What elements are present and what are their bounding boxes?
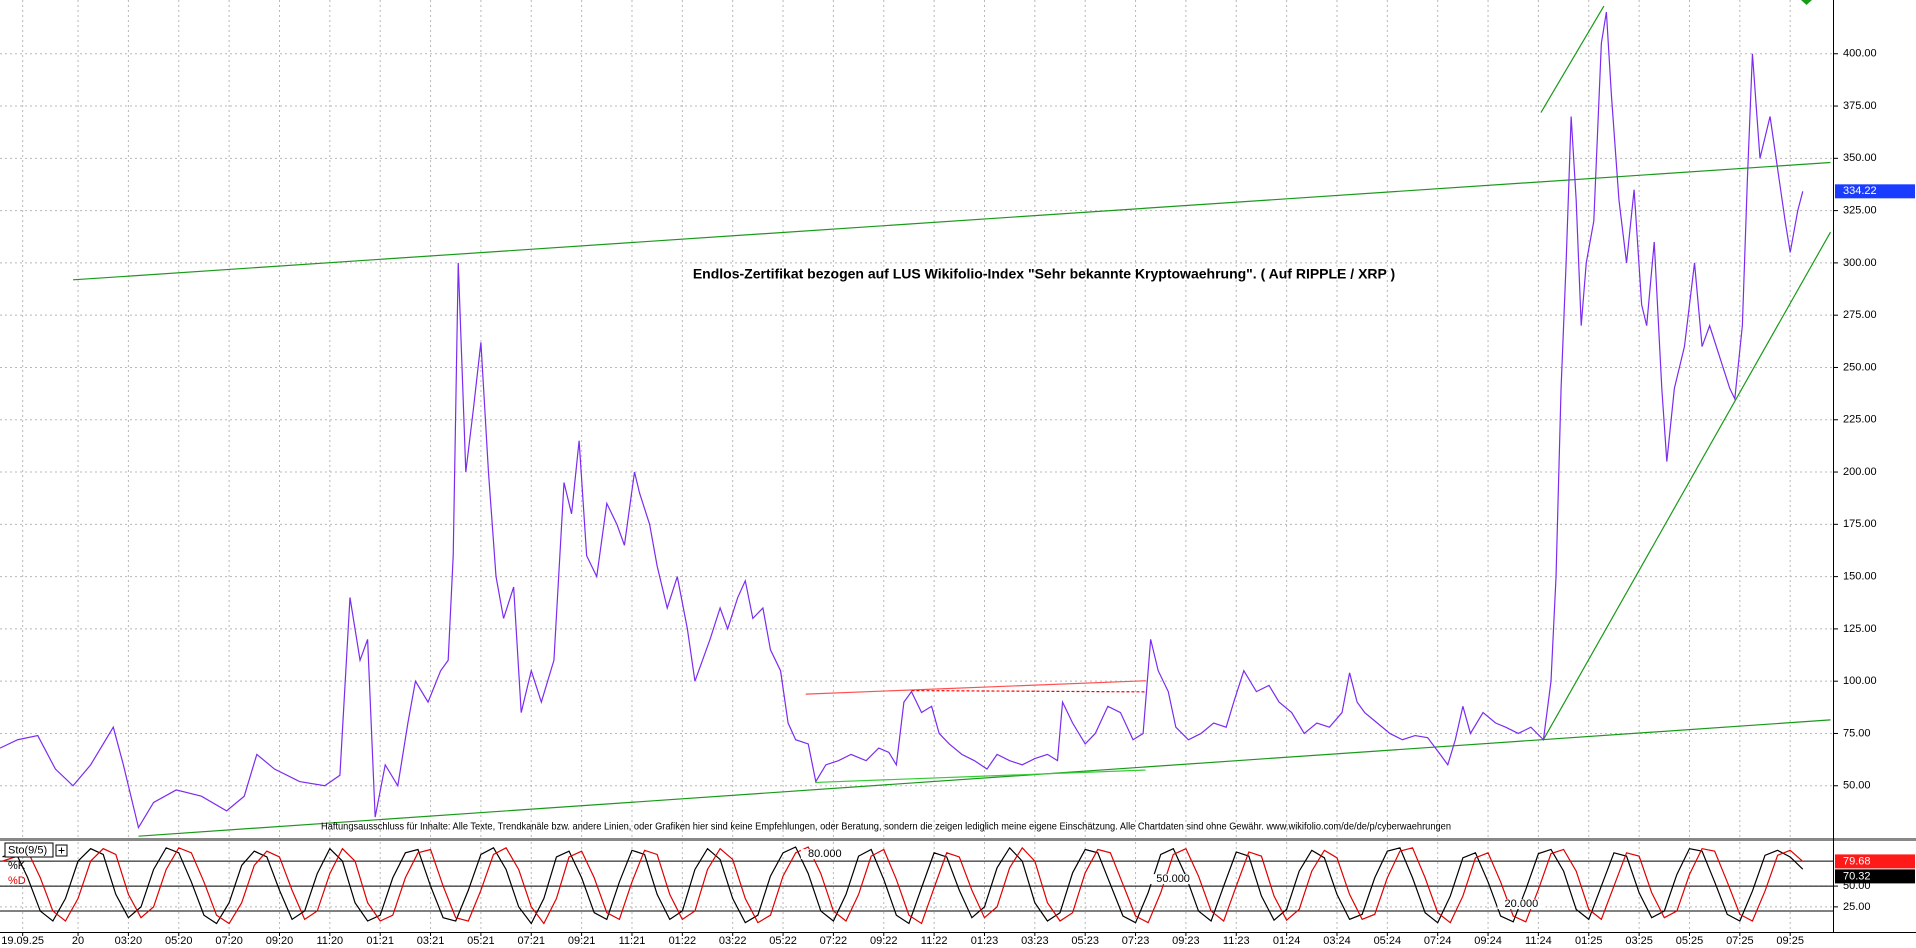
level-label: 50.000 [1156,873,1190,885]
trend-line [72,161,1831,281]
x-tick-label: 07:20 [215,935,243,947]
y-tick-label: 50.00 [1843,780,1871,792]
trend-line [138,719,1831,837]
legend-k: %K [8,860,26,872]
marks-layer [0,5,1832,925]
y-tick-label: 375.00 [1843,100,1877,112]
x-tick-label: 20 [72,935,84,947]
x-tick-label: 07:23 [1122,935,1150,947]
trend-line [1542,231,1832,740]
trend-line [911,689,1146,693]
x-tick-label: 11:20 [316,935,343,947]
trend-line [805,680,1146,695]
level-label-bg [1497,899,1546,910]
x-tick-label: 11:24 [1525,935,1552,947]
x-tick-label: 07:21 [518,935,546,947]
x-tick-label: 03:21 [417,935,445,947]
last-value-box [1835,854,1915,869]
top-marker [1801,0,1812,5]
x-tick-label: 07:25 [1726,935,1754,947]
x-tick-label: 09:23 [1172,935,1200,947]
level-label: 80.000 [808,848,842,860]
x-tick-label: 01:22 [669,935,697,947]
last-value-box [1835,869,1915,884]
y-tick-label: 200.00 [1843,466,1877,478]
series-line [0,11,1804,830]
x-tick-label: 05:20 [165,935,193,947]
trend-line [1540,5,1605,113]
x-tick-label: 05:22 [769,935,797,947]
y-tick-label: 225.00 [1843,414,1877,426]
level-label-bg [800,849,849,860]
y-tick-label: 25.00 [1843,901,1871,913]
y-tick-label: 325.00 [1843,205,1877,217]
x-tick-label: 05:24 [1374,935,1402,947]
last-value-label: 334.22 [1843,185,1877,197]
last-value-label: 70.32 [1843,870,1871,882]
x-tick-label: 05:23 [1071,935,1099,947]
x-tick-label: 19.09.25 [1,935,44,947]
x-tick-label: 03:23 [1021,935,1049,947]
level-label: 20.000 [1505,898,1539,910]
x-tick-label: 01:24 [1273,935,1301,947]
add-icon [58,847,65,854]
series-line [2,846,1804,925]
x-tick-label: 09:21 [568,935,596,947]
trend-line [815,769,1146,784]
x-tick-label: 09:22 [870,935,898,947]
x-tick-label: 11:22 [921,935,948,947]
x-tick-label: 03:24 [1323,935,1351,947]
y-tick-label: 300.00 [1843,257,1877,269]
y-tick-label: 275.00 [1843,309,1877,321]
y-tick-label: 175.00 [1843,518,1877,530]
indicator-title: Sto(9/5) [8,844,47,856]
x-tick-label: 03:22 [719,935,747,947]
x-tick-label: 07:22 [820,935,848,947]
x-tick-label: 01:23 [971,935,999,947]
x-tick-label: 07:24 [1424,935,1452,947]
x-tick-label: 11:23 [1223,935,1250,947]
y-tick-label: 125.00 [1843,623,1877,635]
y-tick-label: 350.00 [1843,152,1877,164]
y-tick-label: 400.00 [1843,48,1877,60]
x-tick-label: 09:25 [1776,935,1804,947]
x-tick-label: 03:20 [115,935,143,947]
x-tick-label: 11:21 [619,935,646,947]
x-tick-label: 09:20 [266,935,294,947]
last-value-box [1835,184,1915,199]
x-tick-label: 05:21 [467,935,495,947]
series-line [2,846,1804,925]
indicator-legend-box [4,842,54,858]
x-tick-label: 01:21 [366,935,394,947]
y-tick-label: 150.00 [1843,571,1877,583]
level-label-bg [1149,874,1198,885]
y-tick-label: 75.00 [1843,727,1871,739]
x-tick-label: 09:24 [1474,935,1502,947]
x-tick-label: 03:25 [1625,935,1653,947]
x-tick-label: 01:25 [1575,935,1603,947]
chart-annotation-title: Endlos-Zertifikat bezogen auf LUS Wikifo… [693,266,1395,282]
legend-d: %D [8,875,26,887]
y-tick-label: 100.00 [1843,675,1877,687]
disclaimer: Haftungsausschluss für Inhalte: Alle Tex… [321,822,1451,833]
y-tick-label: 250.00 [1843,361,1877,373]
last-value-label: 79.68 [1843,855,1871,867]
x-tick-label: 05:25 [1676,935,1704,947]
